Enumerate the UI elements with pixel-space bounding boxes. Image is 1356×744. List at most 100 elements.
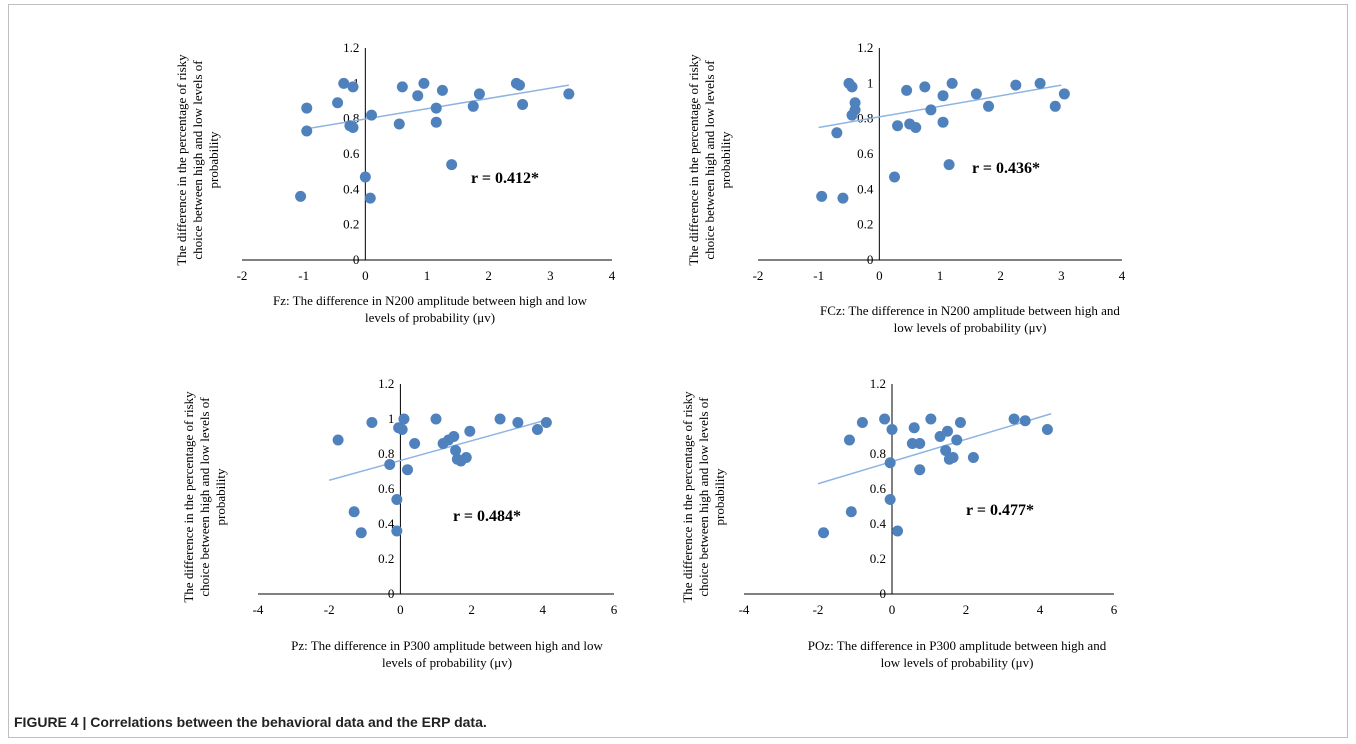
trend-line: [817, 413, 1052, 485]
data-point: [430, 102, 442, 114]
x-tick-label: -2: [324, 602, 335, 617]
data-point: [366, 417, 378, 428]
y-tick-label: 0.6: [343, 146, 360, 161]
data-point: [494, 413, 506, 425]
data-point: [347, 81, 359, 93]
data-point: [970, 88, 982, 100]
data-point: [398, 413, 410, 425]
data-point: [301, 125, 313, 137]
x-tick-label: -2: [813, 602, 824, 617]
y-tick-label: 0.2: [870, 551, 886, 566]
x-tick-label: 3: [547, 268, 554, 283]
x-tick-label: 1: [937, 268, 944, 283]
data-point: [332, 434, 344, 446]
data-point: [879, 413, 891, 425]
y-tick-label: 1.2: [870, 376, 886, 391]
data-point: [332, 97, 344, 109]
scatter-panel-3: -4 -2 0 2 4 6 0.2 0.4 0.6 0.8 1 1.2 0 r = 0.484* The d…: [181, 376, 618, 670]
data-point: [901, 84, 913, 96]
x-tick-label: 2: [485, 268, 492, 283]
y-tick-label: 0.4: [870, 516, 887, 531]
data-point: [364, 192, 376, 204]
y-tick-label: 0.6: [857, 146, 874, 161]
y-tick-label: 0.4: [343, 181, 360, 196]
figure-caption: FIGURE 4 | Correlations between the beha…: [14, 714, 487, 730]
data-point: [914, 464, 926, 476]
data-point: [514, 79, 525, 91]
y-tick-label: 0: [388, 586, 395, 601]
data-point: [937, 116, 949, 128]
data-point: [418, 77, 430, 89]
data-point: [940, 445, 952, 456]
figure-frame: -2 -1 0 1 2 3 4 0.2 0.4 0.6 0.8 1 1.2 0 r = 0.412* The …: [8, 4, 1348, 738]
y-tick-label: 1: [867, 75, 874, 90]
x-tick-label: -2: [237, 268, 248, 283]
data-point: [409, 438, 421, 449]
data-point: [908, 422, 920, 434]
scatter-panel-2: -2 -1 0 1 2 3 4 0.2 0.4 0.6 0.8 1 1.2 0 r = 0.436* The …: [686, 40, 1126, 335]
y-axis-label: The difference in the percentage of risk…: [174, 54, 221, 266]
data-point: [886, 424, 898, 435]
data-point: [1010, 79, 1022, 91]
data-point: [943, 159, 955, 171]
data-point: [942, 425, 953, 437]
data-point: [430, 413, 442, 425]
data-point: [301, 102, 313, 114]
y-tick-label: 0.8: [378, 446, 394, 461]
data-point: [1034, 77, 1046, 89]
data-point: [1019, 415, 1031, 427]
correlation-annotation: r = 0.412*: [471, 170, 539, 187]
data-point: [837, 192, 849, 204]
x-axis-label: POz: The difference in P300 amplitude be…: [808, 638, 1107, 670]
y-axis-label: The difference in the percentage of risk…: [680, 391, 727, 603]
data-point: [366, 109, 377, 121]
data-point: [467, 100, 479, 112]
data-point: [412, 90, 424, 102]
data-point: [951, 434, 963, 446]
data-point: [396, 81, 408, 93]
correlation-annotation: r = 0.477*: [966, 502, 1034, 519]
data-point: [884, 494, 896, 505]
y-tick-label: 0.2: [378, 551, 394, 566]
x-tick-label: 4: [609, 268, 616, 283]
x-tick-label: 6: [1111, 602, 1118, 617]
x-tick-label: -4: [739, 602, 750, 617]
y-tick-label: 0.4: [378, 516, 395, 531]
y-tick-label: 0.6: [378, 481, 395, 496]
data-point: [402, 464, 414, 476]
figure-panels: -2 -1 0 1 2 3 4 0.2 0.4 0.6 0.8 1 1.2 0 r = 0.412* The …: [174, 40, 1126, 670]
x-tick-label: 3: [1058, 268, 1065, 283]
data-point: [473, 88, 485, 100]
trend-line: [328, 418, 551, 481]
data-point: [295, 190, 307, 202]
y-tick-label: 0: [867, 252, 874, 267]
y-tick-label: 0.2: [857, 217, 873, 232]
x-axis-label: Fz: The difference in N200 amplitude bet…: [273, 293, 588, 325]
data-point: [517, 99, 529, 111]
trend-line: [818, 84, 1062, 129]
data-point: [430, 116, 442, 128]
data-point: [448, 431, 460, 442]
data-point: [450, 445, 462, 456]
y-axis-label: The difference in the percentage of risk…: [181, 391, 228, 603]
correlation-annotation: r = 0.436*: [972, 160, 1040, 177]
data-point: [937, 90, 949, 102]
data-point: [391, 525, 403, 537]
data-point: [947, 452, 959, 463]
data-point: [563, 88, 575, 100]
data-point: [1008, 413, 1020, 425]
data-point: [359, 171, 371, 183]
x-tick-label: 0: [362, 268, 369, 283]
data-point: [1049, 100, 1061, 112]
x-tick-label: 4: [1119, 268, 1126, 283]
x-tick-label: 2: [468, 602, 475, 617]
x-tick-label: 2: [963, 602, 970, 617]
data-point: [914, 438, 926, 449]
data-point: [1041, 424, 1053, 435]
x-tick-label: 0: [876, 268, 883, 283]
data-point: [856, 417, 868, 428]
data-point: [531, 424, 543, 435]
y-tick-label: 1: [388, 411, 395, 426]
data-point: [355, 527, 367, 539]
y-tick-label: 0.4: [857, 181, 874, 196]
